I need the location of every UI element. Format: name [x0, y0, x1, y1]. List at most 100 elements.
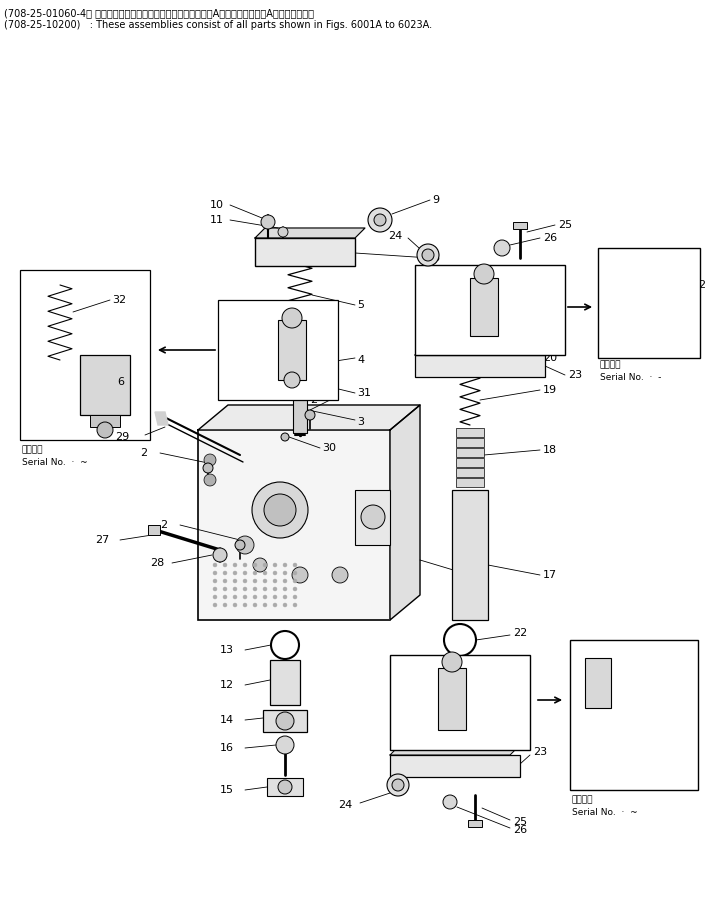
Circle shape	[236, 536, 254, 554]
Bar	[90, 415, 120, 427]
Circle shape	[253, 587, 257, 591]
Circle shape	[263, 563, 267, 567]
Text: 13: 13	[220, 645, 234, 655]
Circle shape	[292, 567, 308, 583]
Text: 21: 21	[475, 698, 489, 708]
Circle shape	[281, 433, 289, 441]
Circle shape	[276, 712, 294, 730]
Text: 18: 18	[543, 445, 557, 455]
Text: 21: 21	[652, 665, 666, 675]
Text: 6: 6	[117, 377, 124, 387]
Text: 23: 23	[568, 370, 582, 380]
Text: 21: 21	[518, 300, 532, 310]
Text: 2: 2	[140, 448, 147, 458]
Text: 10: 10	[210, 200, 224, 210]
Circle shape	[243, 563, 247, 567]
Circle shape	[283, 587, 287, 591]
Text: 12: 12	[220, 680, 234, 690]
Circle shape	[253, 563, 257, 567]
Circle shape	[213, 579, 217, 583]
Bar	[456, 428, 484, 437]
Circle shape	[243, 579, 247, 583]
Circle shape	[283, 571, 287, 575]
Circle shape	[361, 505, 385, 529]
Text: 14: 14	[220, 715, 234, 725]
Text: 11: 11	[210, 215, 224, 225]
Text: 26: 26	[543, 233, 557, 243]
Circle shape	[290, 355, 310, 375]
Bar	[585, 658, 611, 708]
Circle shape	[213, 603, 217, 607]
Text: 22: 22	[513, 628, 527, 638]
Text: 19: 19	[543, 385, 557, 395]
Circle shape	[273, 563, 277, 567]
Bar	[148, 525, 160, 535]
Circle shape	[273, 595, 277, 599]
Bar	[456, 438, 484, 447]
Text: 3: 3	[357, 417, 364, 427]
Bar	[390, 655, 530, 750]
Text: (708-25-01060-4： これらのアセンブリの構成部品は第６００１A図から第６０２３A図まで含みます: (708-25-01060-4： これらのアセンブリの構成部品は第６００１A図か…	[4, 8, 314, 18]
Circle shape	[213, 548, 227, 562]
Circle shape	[305, 410, 315, 420]
Text: 32: 32	[692, 280, 705, 290]
Text: 2: 2	[310, 395, 317, 405]
Text: 16: 16	[220, 743, 234, 753]
Bar	[415, 265, 565, 355]
Circle shape	[261, 215, 275, 229]
Polygon shape	[198, 405, 420, 430]
Bar	[513, 222, 527, 229]
Text: 6: 6	[296, 335, 303, 345]
Text: Serial No.  ·  ~: Serial No. · ~	[22, 458, 87, 467]
Polygon shape	[415, 345, 545, 355]
Bar	[438, 668, 466, 730]
Circle shape	[235, 540, 245, 550]
Bar	[570, 640, 698, 790]
Text: 4: 4	[357, 355, 364, 365]
Bar	[456, 468, 484, 477]
Bar	[255, 238, 355, 266]
Polygon shape	[255, 228, 365, 238]
Circle shape	[253, 579, 257, 583]
Circle shape	[263, 603, 267, 607]
Circle shape	[293, 587, 297, 591]
Bar	[263, 710, 307, 732]
Circle shape	[283, 595, 287, 599]
Bar	[456, 448, 484, 457]
Text: 23: 23	[533, 747, 547, 757]
Circle shape	[223, 595, 227, 599]
Circle shape	[223, 571, 227, 575]
Circle shape	[293, 603, 297, 607]
Text: 22: 22	[543, 325, 557, 335]
Bar	[598, 248, 700, 358]
Text: 29: 29	[115, 432, 129, 442]
Bar	[390, 755, 520, 777]
Circle shape	[223, 587, 227, 591]
Circle shape	[253, 595, 257, 599]
Text: Serial No.  ·  -: Serial No. · -	[600, 373, 661, 382]
Circle shape	[494, 240, 510, 256]
Circle shape	[276, 736, 294, 754]
Text: 17: 17	[543, 570, 557, 580]
Bar	[270, 660, 300, 705]
Circle shape	[392, 779, 404, 791]
Text: 25: 25	[558, 220, 572, 230]
Circle shape	[417, 244, 439, 266]
Text: 適用号機: 適用号機	[22, 445, 44, 454]
Polygon shape	[155, 412, 168, 425]
Circle shape	[213, 595, 217, 599]
Circle shape	[374, 214, 386, 226]
Bar	[80, 355, 130, 415]
Circle shape	[97, 422, 113, 438]
Circle shape	[243, 587, 247, 591]
Circle shape	[253, 603, 257, 607]
Circle shape	[293, 579, 297, 583]
Circle shape	[284, 372, 300, 388]
Circle shape	[203, 463, 213, 473]
Circle shape	[273, 603, 277, 607]
Text: 31: 31	[357, 388, 371, 398]
Text: 9: 9	[432, 195, 439, 205]
Circle shape	[243, 595, 247, 599]
Bar	[456, 350, 484, 372]
Circle shape	[293, 595, 297, 599]
